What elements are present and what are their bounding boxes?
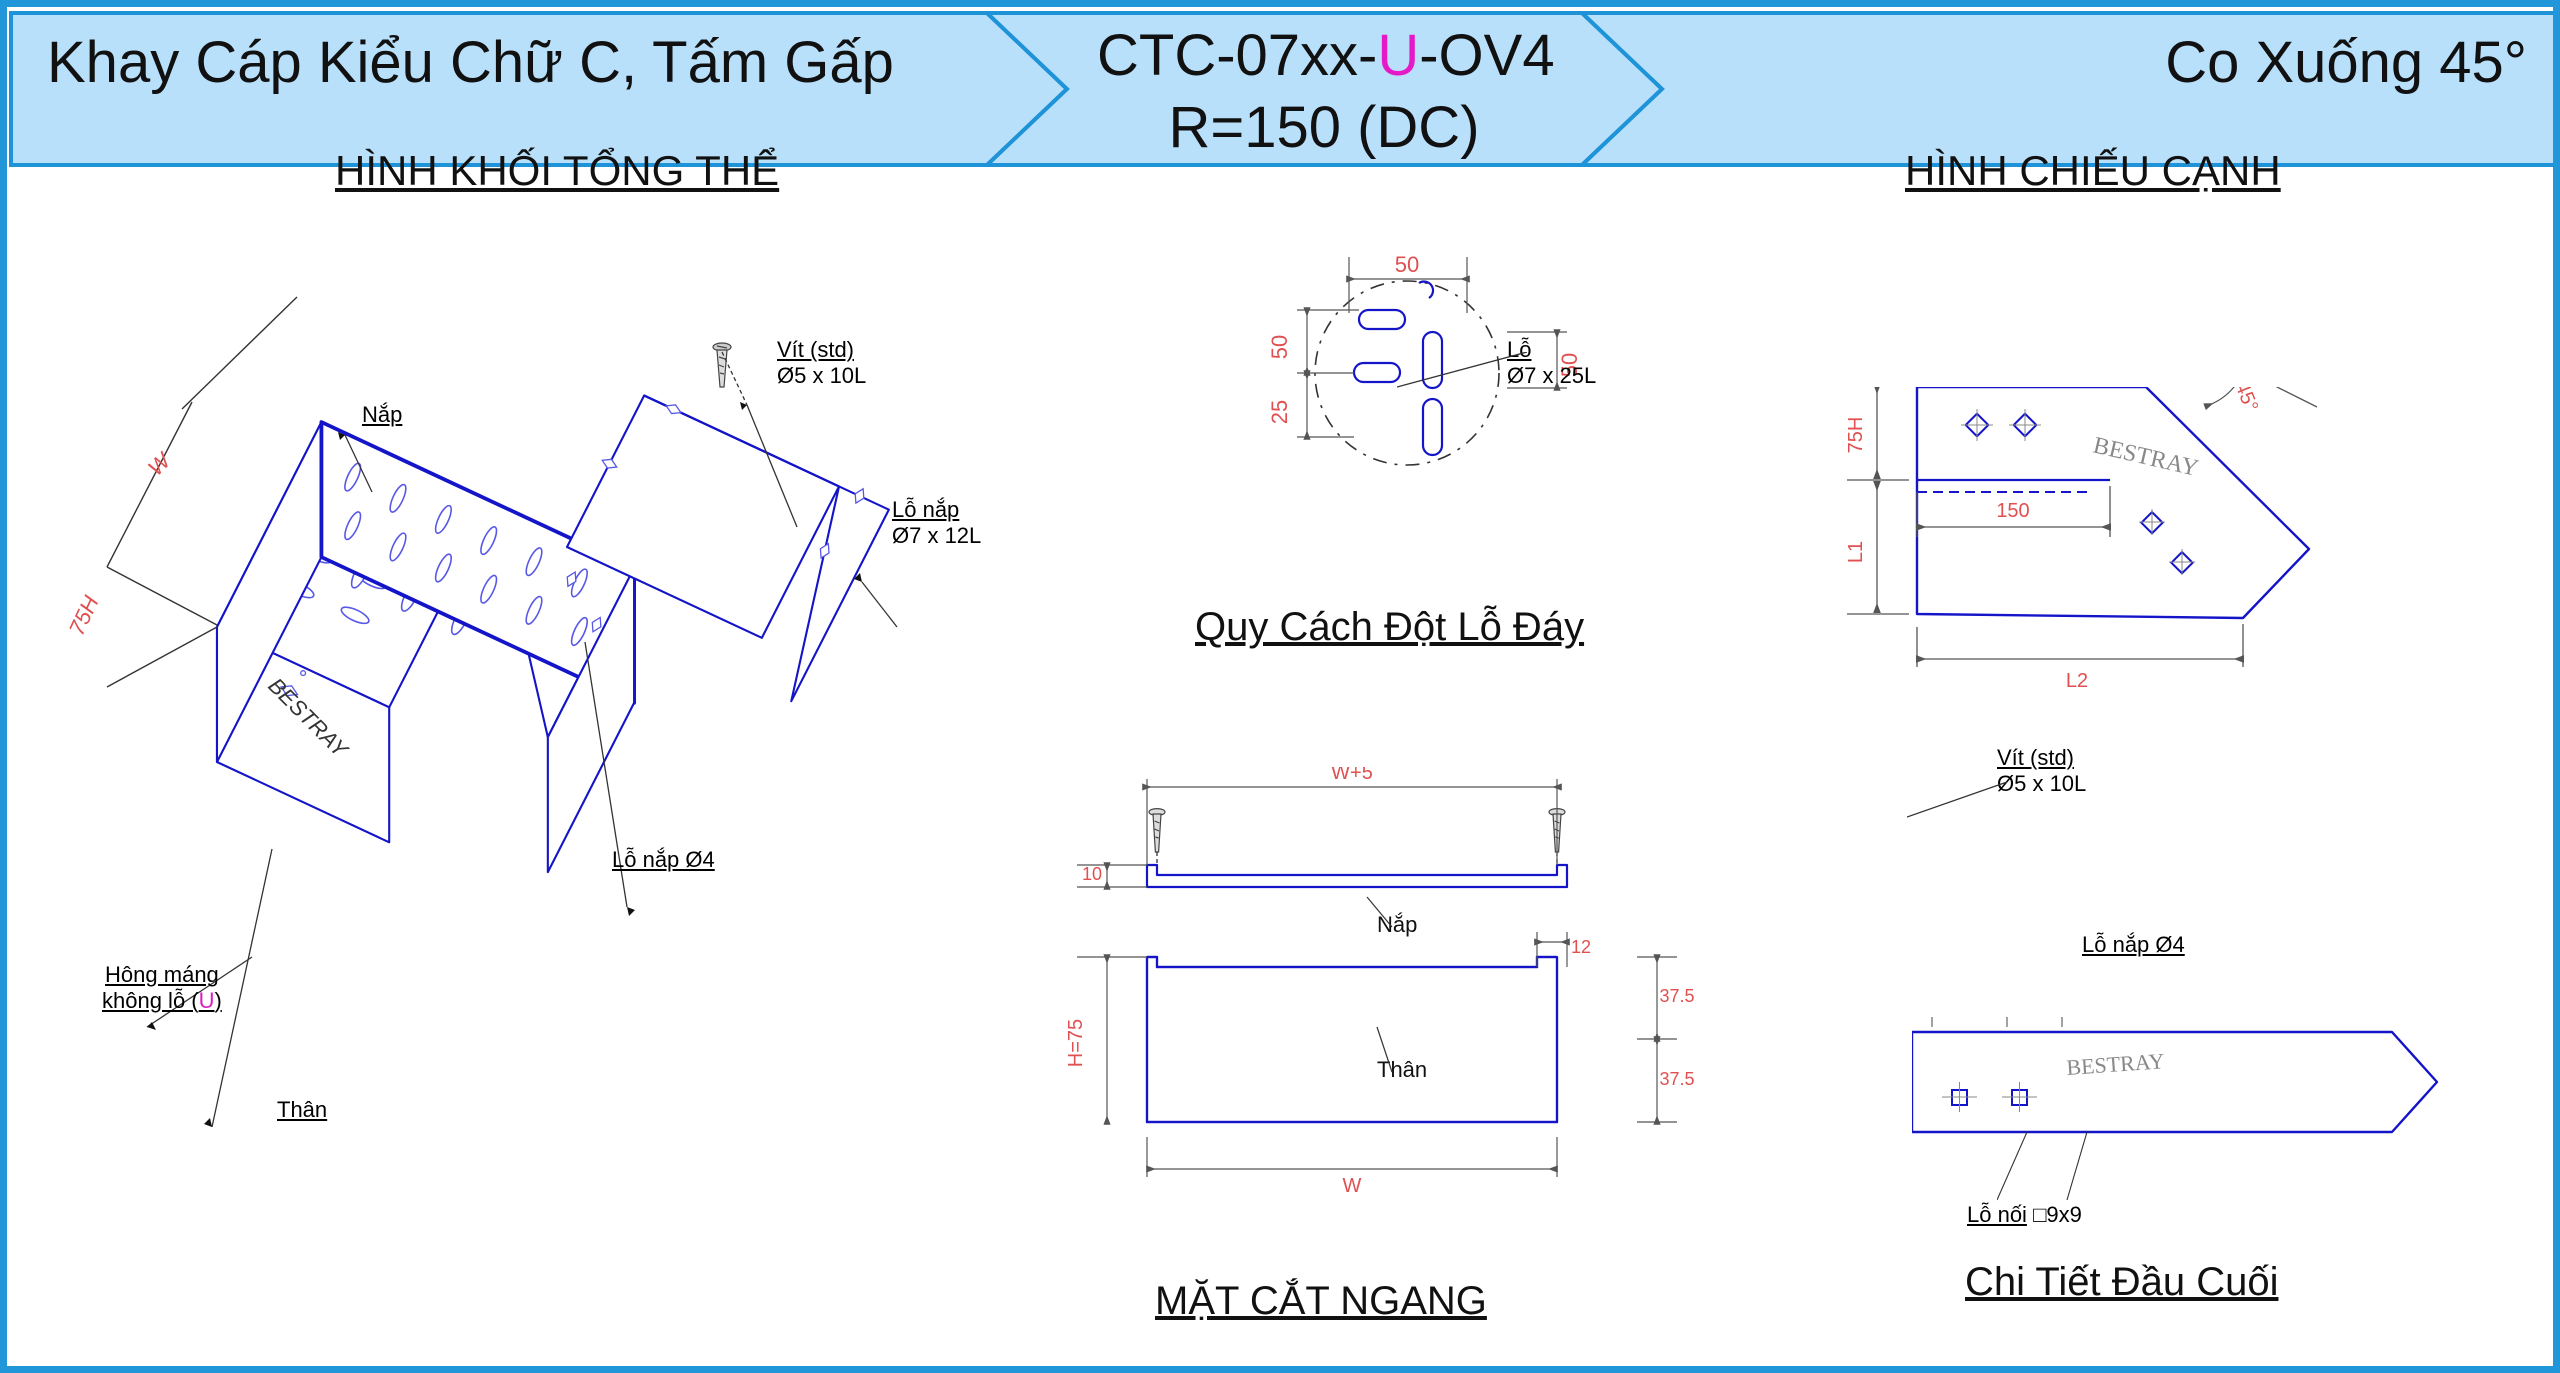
svg-text:Khay Cáp Kiểu Chữ C, Tấm Gấp: Khay Cáp Kiểu Chữ C, Tấm Gấp [47, 30, 894, 95]
svg-text:W: W [1343, 1175, 1362, 1197]
svg-text:45°: 45° [2230, 387, 2262, 415]
svg-text:BESTRAY: BESTRAY [2066, 1048, 2166, 1080]
svg-text:25: 25 [1267, 400, 1292, 424]
svg-text:CTC-07xx-U-OV4: CTC-07xx-U-OV4 [1097, 23, 1555, 88]
svg-text:Co Xuống 45°: Co Xuống 45° [2165, 30, 2527, 95]
svg-text:W: W [143, 447, 177, 481]
svg-text:W+5: W+5 [1331, 767, 1373, 784]
svg-text:12: 12 [1571, 937, 1591, 957]
svg-text:37.5: 37.5 [1659, 986, 1694, 1006]
svg-text:50: 50 [1267, 335, 1292, 359]
svg-text:H=75: H=75 [1065, 1019, 1087, 1067]
svg-text:L2: L2 [2066, 670, 2088, 692]
svg-text:10: 10 [1082, 864, 1102, 884]
svg-text:37.5: 37.5 [1659, 1069, 1694, 1089]
svg-text:L1: L1 [1845, 541, 1867, 563]
svg-text:75H: 75H [1845, 417, 1867, 454]
svg-text:150: 150 [1996, 500, 2029, 522]
svg-text:50: 50 [1395, 252, 1419, 277]
svg-text:Thân: Thân [1377, 1057, 1427, 1082]
svg-text:75H: 75H [64, 592, 104, 639]
